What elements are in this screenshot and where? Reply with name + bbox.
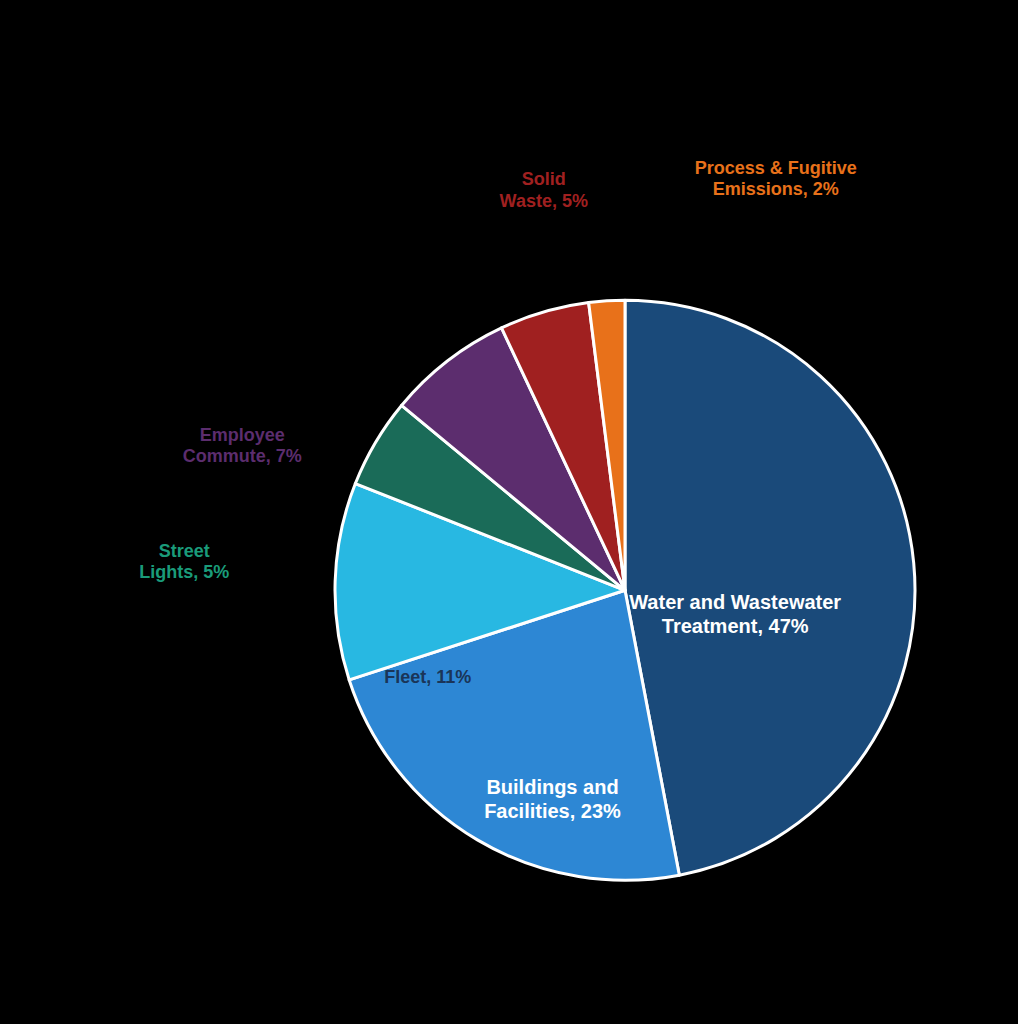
slice-label-value: 7%	[271, 446, 302, 466]
slice-label-name: Street	[159, 541, 210, 561]
slice-label: Fleet, 11%	[384, 667, 471, 687]
slice-label-name: Treatment,	[662, 615, 763, 637]
slice-label-name: Buildings and	[486, 776, 618, 798]
pie-slice	[625, 300, 915, 875]
slice-label: Water and WastewaterTreatment, 47%	[629, 591, 841, 637]
labels: Water and WastewaterTreatment, 47% Buildi…	[139, 158, 857, 822]
slice-label-value: 11%	[431, 667, 471, 687]
slice-label: Process & FugitiveEmissions, 2%	[695, 158, 857, 200]
slice-label-name: Facilities,	[484, 800, 575, 822]
pie	[335, 300, 915, 880]
slice-label-name: Waste,	[500, 191, 557, 211]
pie-slice	[589, 300, 625, 590]
chart-container: Water and WastewaterTreatment, 47% Buildi…	[0, 0, 1018, 1024]
slice-label-name: Lights,	[139, 562, 198, 582]
slice-label: Buildings andFacilities, 23%	[484, 776, 621, 822]
slice-label-name: Employee	[200, 425, 285, 445]
slice-label: SolidWaste, 5%	[500, 169, 588, 211]
slice-label-name: Water and Wastewater	[629, 591, 841, 613]
slice-label-name: Process & Fugitive	[695, 158, 857, 178]
slice-label-value: 23%	[575, 800, 621, 822]
slice-label-name: Emissions,	[713, 179, 808, 199]
slice-label: StreetLights, 5%	[139, 541, 229, 583]
slice-label-name: Solid	[522, 169, 566, 189]
slice-label-name: Fleet,	[384, 667, 431, 687]
slice-label-value: 2%	[808, 179, 839, 199]
slice-label-value: 47%	[763, 615, 809, 637]
background	[0, 0, 1018, 1024]
chart-svg: Water and WastewaterTreatment, 47% Buildi…	[0, 0, 1018, 1024]
slice-label-value: 5%	[198, 562, 229, 582]
slice-label-value: 5%	[557, 191, 588, 211]
slice-label-name: Commute,	[183, 446, 271, 466]
slice-label: EmployeeCommute, 7%	[183, 425, 302, 467]
